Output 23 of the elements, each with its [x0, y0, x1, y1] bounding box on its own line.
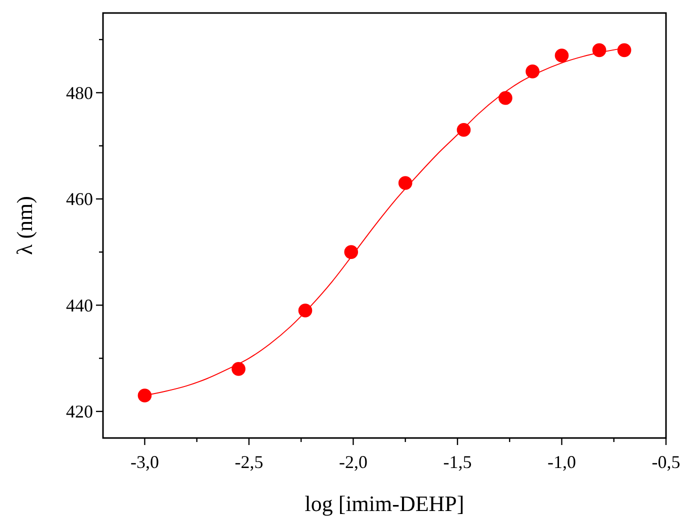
point [498, 91, 512, 105]
point [298, 304, 312, 318]
point [617, 43, 632, 58]
point [526, 64, 540, 78]
x-tick-label: -2,0 [338, 452, 368, 472]
y-tick-label: 460 [66, 189, 93, 210]
point [398, 176, 412, 190]
x-axis-title: log [imim-DEHP] [304, 491, 464, 516]
y-tick-label: 440 [66, 295, 93, 316]
point [592, 43, 606, 58]
point [138, 388, 152, 402]
x-tick-label: -1,5 [443, 452, 472, 472]
y-axis-title: λ (nm) [12, 196, 37, 255]
point [456, 122, 471, 137]
point [344, 245, 358, 259]
x-tick-label: -1,0 [547, 452, 576, 472]
point [232, 362, 246, 376]
y-tick-label: 420 [66, 402, 93, 422]
y-tick-label: 480 [66, 82, 93, 103]
x-tick-label: -3,0 [130, 452, 159, 472]
x-tick-label: -2,5 [234, 452, 264, 472]
x-tick-label: -0,5 [652, 452, 680, 472]
point [554, 48, 569, 62]
